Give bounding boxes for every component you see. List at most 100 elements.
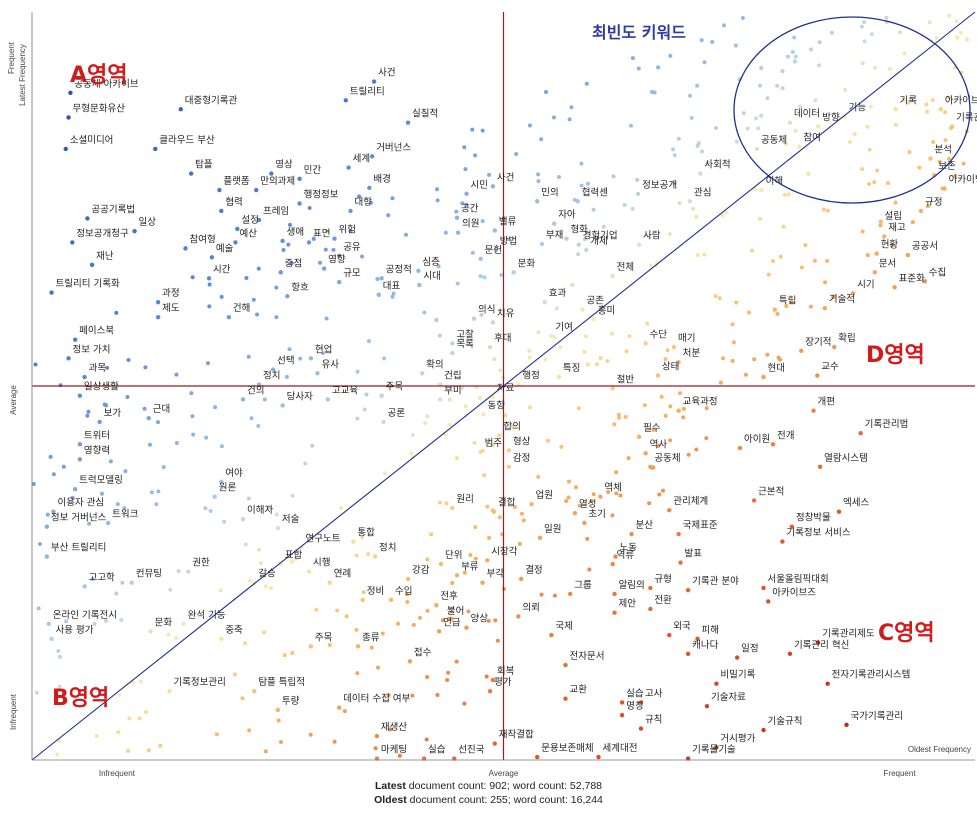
- data-point: [591, 492, 596, 497]
- data-point: [286, 242, 291, 247]
- data-point: [226, 315, 232, 320]
- data-point: [367, 185, 372, 190]
- keyword-label: 문화: [518, 258, 536, 269]
- data-point: [487, 344, 493, 350]
- keyword-label: 표합: [285, 550, 303, 561]
- data-point: [622, 203, 627, 208]
- region-label-b: B영역: [52, 686, 109, 711]
- x-tick-label: Average: [489, 769, 519, 778]
- data-point: [543, 357, 548, 362]
- keyword-label: 플랫폼: [223, 176, 249, 187]
- data-point: [454, 573, 460, 578]
- data-point: [822, 306, 828, 311]
- data-point: [346, 165, 351, 170]
- keyword-label: 기여: [555, 321, 572, 333]
- keyword-label: 의원: [462, 219, 479, 230]
- keyword-label: 발표: [685, 549, 703, 560]
- data-point: [357, 194, 362, 199]
- data-point: [934, 35, 939, 40]
- data-point: [354, 627, 359, 632]
- data-point: [285, 294, 290, 299]
- data-point: [435, 693, 440, 698]
- keyword-label: 원론: [219, 483, 237, 494]
- data-point: [825, 259, 830, 264]
- data-point: [582, 520, 587, 526]
- keyword-label: 공공서: [912, 241, 938, 252]
- data-point: [579, 183, 584, 188]
- data-point: [650, 89, 655, 94]
- data-point: [374, 733, 380, 739]
- keyword-label: 평가: [494, 677, 512, 688]
- keyword-label: 고고학: [89, 572, 115, 583]
- data-point: [437, 500, 442, 505]
- quadrant-lines: [31, 11, 976, 761]
- data-point: [269, 586, 274, 591]
- data-point: [355, 369, 360, 374]
- data-point: [858, 430, 863, 436]
- data-point: [34, 690, 39, 695]
- data-point: [288, 222, 293, 227]
- data-point: [290, 493, 295, 498]
- data-point: [627, 334, 632, 339]
- keyword-label: 마케팅: [381, 745, 407, 756]
- data-point: [122, 506, 127, 511]
- keyword-label: 교수: [821, 362, 839, 373]
- data-point: [274, 315, 279, 320]
- data-point: [866, 182, 871, 187]
- data-point: [369, 645, 374, 650]
- data-point: [832, 344, 837, 350]
- keyword-label: 기록관 분야: [692, 576, 739, 587]
- data-point: [137, 716, 142, 721]
- keyword-label: 보가: [104, 408, 122, 419]
- data-point: [348, 208, 353, 214]
- data-point: [812, 258, 817, 263]
- data-point: [549, 632, 554, 638]
- data-point: [127, 716, 132, 721]
- keyword-label: 교육과정: [683, 397, 718, 408]
- keyword-label: 영향력: [84, 444, 110, 456]
- data-point: [528, 405, 533, 410]
- data-point: [544, 89, 549, 94]
- y-tick-label-frequent: Frequent: [7, 41, 16, 74]
- data-point: [781, 224, 786, 229]
- data-point: [636, 434, 642, 440]
- data-point: [813, 98, 818, 103]
- keyword-label: 탐플: [195, 159, 213, 171]
- data-point: [570, 282, 575, 287]
- data-point: [938, 107, 944, 112]
- data-point: [638, 700, 644, 705]
- data-point: [314, 607, 319, 612]
- data-point: [536, 330, 541, 335]
- data-point: [217, 187, 222, 193]
- data-point: [416, 268, 421, 274]
- data-point: [191, 432, 196, 437]
- data-point: [263, 584, 268, 589]
- data-point: [379, 393, 384, 398]
- data-point: [765, 96, 770, 101]
- data-point: [860, 167, 865, 172]
- data-point: [785, 54, 790, 59]
- data-point: [114, 591, 119, 596]
- keyword-label: 일상생활: [84, 381, 119, 393]
- keyword-label: 정치: [379, 542, 396, 554]
- data-point: [691, 206, 696, 211]
- keyword-label: 권한: [192, 557, 210, 569]
- keyword-label: 흥미: [598, 304, 615, 316]
- data-point: [460, 385, 465, 390]
- data-point: [815, 373, 820, 378]
- data-point: [772, 307, 778, 312]
- keyword-label: 설정: [241, 215, 258, 226]
- y-tick-label-infrequent: Infrequent: [9, 693, 18, 730]
- data-point: [937, 159, 942, 164]
- data-point: [752, 357, 757, 362]
- data-point: [368, 200, 373, 205]
- data-point: [559, 444, 564, 449]
- data-point: [447, 397, 452, 402]
- data-point: [821, 207, 826, 212]
- data-point: [721, 356, 726, 361]
- data-point: [167, 689, 172, 694]
- data-point: [907, 150, 912, 155]
- data-point: [369, 154, 375, 159]
- keyword-label: 거버넌스: [376, 142, 411, 153]
- data-point: [454, 209, 459, 214]
